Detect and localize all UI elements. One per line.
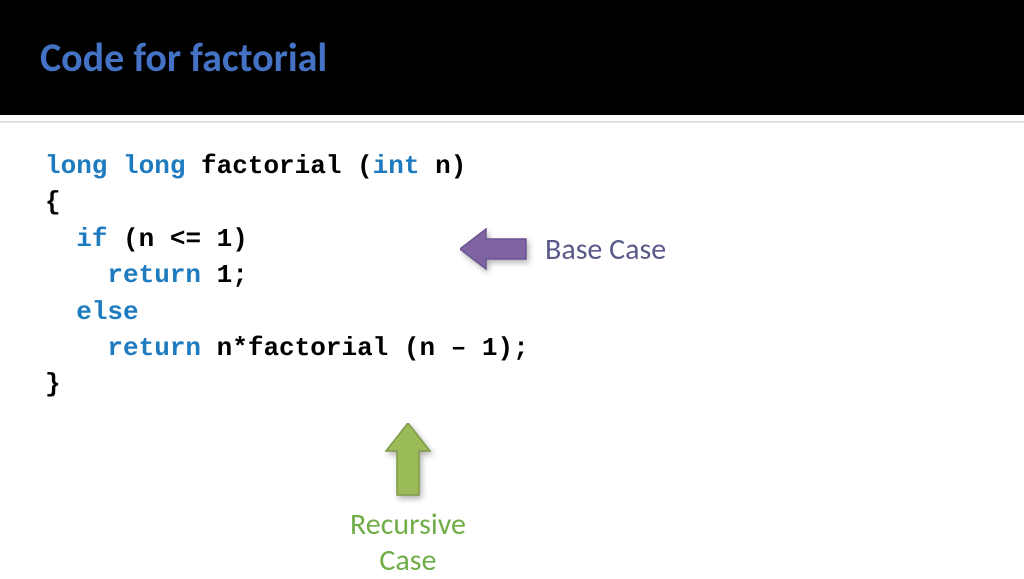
code-indent (45, 224, 76, 254)
recursive-case-annotation: Recursive Case (350, 423, 466, 579)
base-case-label: Base Case (545, 231, 666, 268)
code-indent (45, 260, 107, 290)
code-text: factorial ( (201, 151, 373, 181)
keyword: return (107, 333, 201, 363)
code-text: } (45, 369, 61, 399)
code-text: n*factorial (n – 1); (201, 333, 529, 363)
slide-header: Code for factorial (0, 0, 1024, 115)
keyword: long long (45, 151, 201, 181)
code-text: 1; (201, 260, 248, 290)
recursive-case-label: Recursive Case (350, 507, 466, 579)
base-case-annotation: Base Case (460, 225, 666, 273)
code-text: { (45, 187, 61, 217)
code-text: (n <= 1) (107, 224, 247, 254)
code-indent (45, 297, 76, 327)
code-text: n) (435, 151, 466, 181)
recursive-label-line1: Recursive (350, 506, 466, 543)
arrow-left-icon (460, 225, 530, 273)
arrow-up-icon (382, 423, 434, 499)
code-indent (45, 333, 107, 363)
code-block: long long factorial (int n) { if (n <= 1… (45, 148, 979, 403)
slide-title: Code for factorial (40, 33, 327, 82)
keyword: return (107, 260, 201, 290)
recursive-label-line2: Case (379, 542, 436, 579)
keyword: else (76, 297, 138, 327)
slide-content: long long factorial (int n) { if (n <= 1… (0, 123, 1024, 428)
keyword: if (76, 224, 107, 254)
keyword: int (373, 151, 435, 181)
